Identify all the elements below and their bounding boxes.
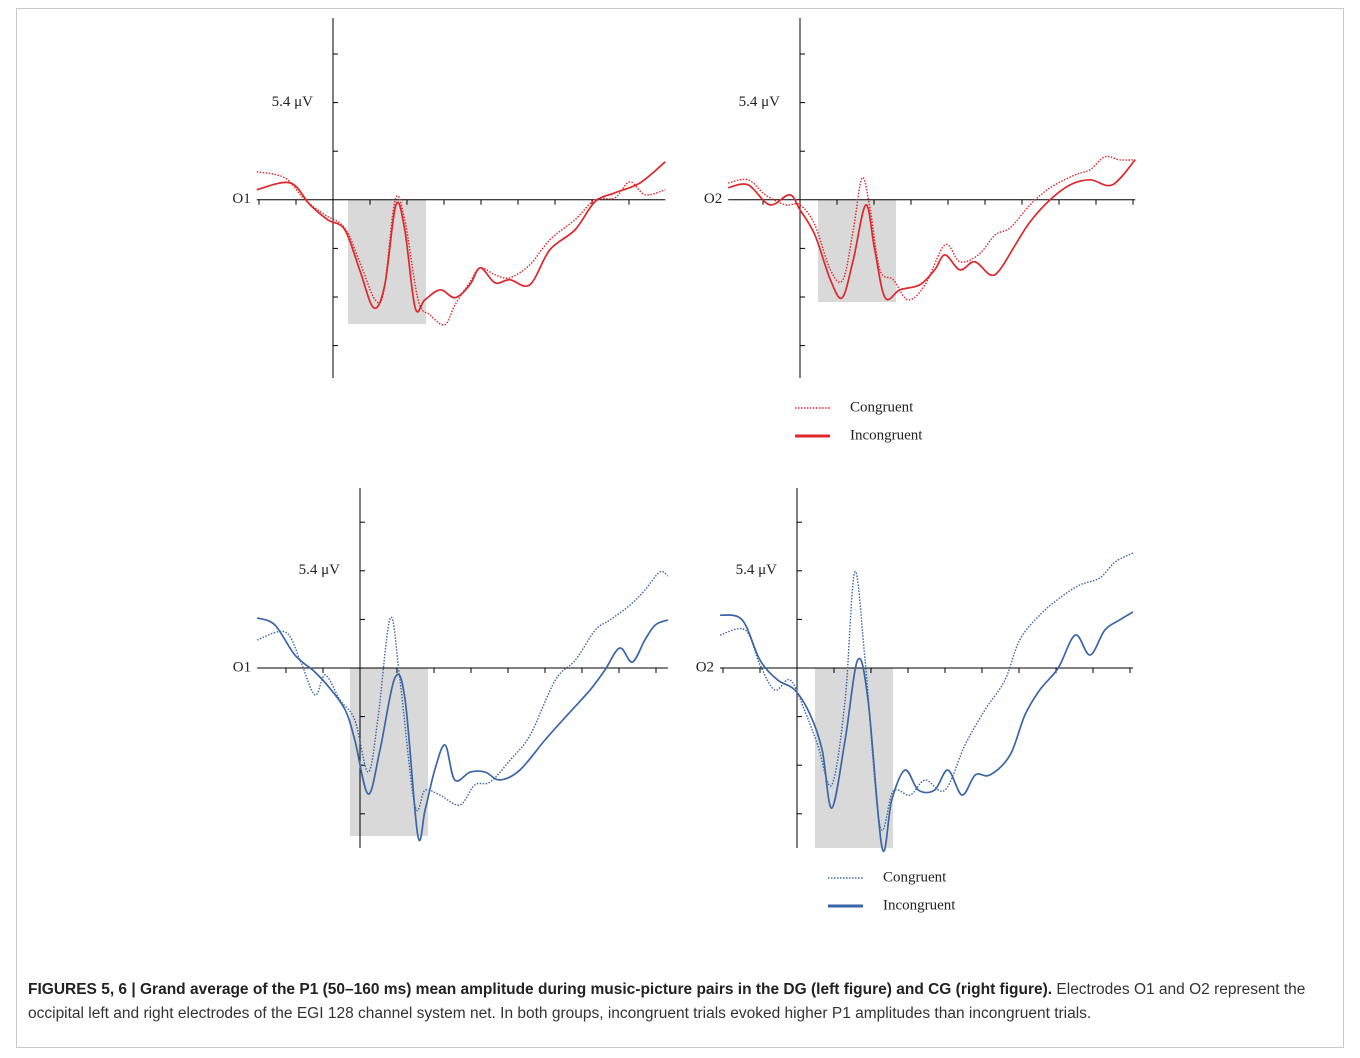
legend-label: Congruent	[850, 399, 914, 415]
highlight-window	[818, 199, 896, 302]
y-tick-label: 5.4 μV	[736, 562, 778, 578]
figure: 5.4 μV O1 5.4 μV O2 Congruent Incongruent 5.4 …	[232, 18, 1136, 913]
legend-label: Incongruent	[883, 897, 956, 913]
waveform	[728, 155, 1136, 301]
waveform	[719, 611, 1134, 852]
waveform	[728, 159, 1136, 301]
electrode-label: O1	[233, 659, 251, 675]
waveform	[256, 617, 669, 842]
waveform	[256, 570, 669, 812]
electrode-label: O1	[232, 191, 250, 207]
caption-title: FIGURES 5, 6 | Grand average of the P1 (…	[28, 981, 1053, 998]
figure-frame	[16, 8, 1344, 1048]
y-tick-label: 5.4 μV	[739, 94, 781, 110]
legend-label: Congruent	[883, 869, 947, 885]
waveform	[256, 161, 666, 313]
highlight-window	[815, 668, 893, 848]
electrode-label: O2	[704, 191, 722, 207]
legend-label: Incongruent	[850, 427, 923, 443]
caption-text: Electrodes O1 and O2 represent the occip…	[28, 981, 1306, 1022]
electrode-label: O2	[696, 659, 714, 675]
y-tick-label: 5.4 μV	[299, 562, 341, 578]
caption: FIGURES 5, 6 | Grand average of the P1 (…	[28, 978, 1328, 1026]
waveform	[256, 171, 666, 326]
y-tick-label: 5.4 μV	[272, 94, 314, 110]
waveform	[719, 552, 1134, 831]
